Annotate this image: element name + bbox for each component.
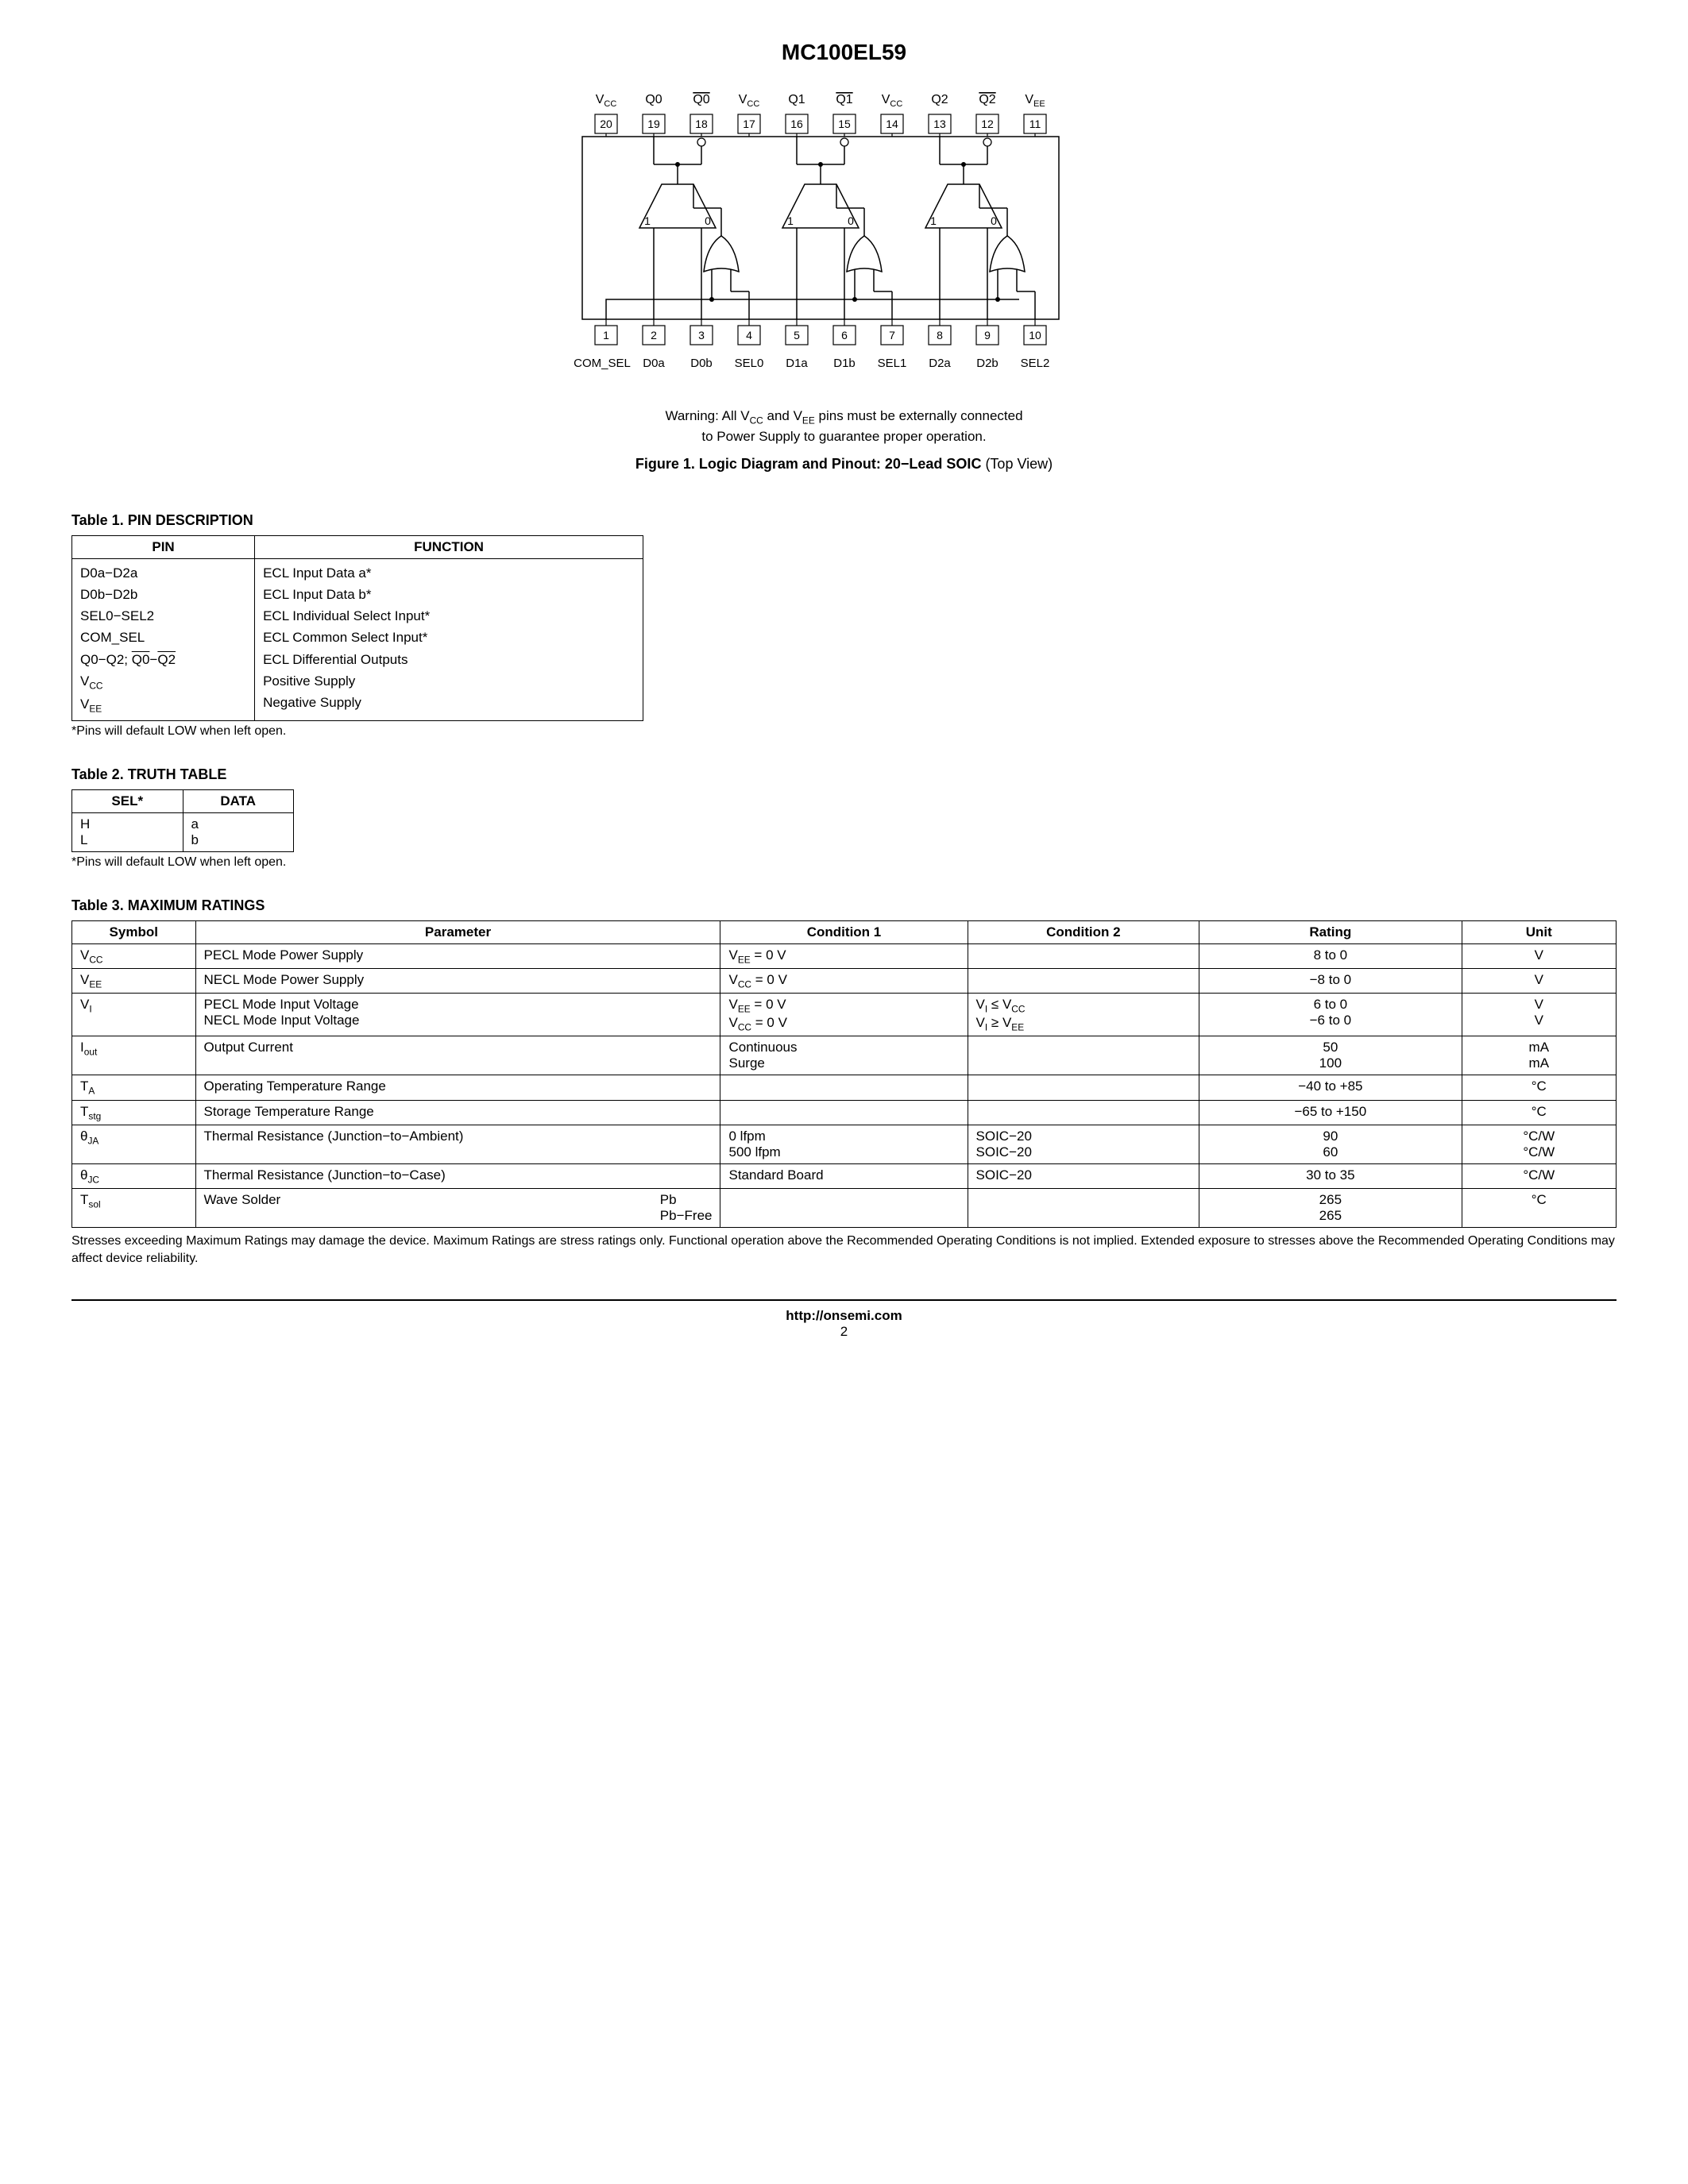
table-row: VCCPECL Mode Power SupplyVEE = 0 V8 to 0… — [72, 943, 1617, 968]
svg-text:17: 17 — [743, 118, 755, 130]
table-row: TstgStorage Temperature Range−65 to +150… — [72, 1100, 1617, 1125]
table3-footnote: Stresses exceeding Maximum Ratings may d… — [71, 1233, 1617, 1267]
svg-text:4: 4 — [746, 329, 752, 341]
table3-header: Condition 2 — [968, 920, 1199, 943]
svg-text:8: 8 — [937, 329, 943, 341]
svg-text:16: 16 — [790, 118, 803, 130]
svg-text:VCC: VCC — [595, 93, 616, 109]
svg-text:D2a: D2a — [929, 357, 951, 370]
table-row: θJAThermal Resistance (Junction−to−Ambie… — [72, 1125, 1617, 1164]
svg-text:0: 0 — [991, 214, 997, 227]
svg-text:Q2: Q2 — [931, 93, 948, 106]
table2-footnote: *Pins will default LOW when left open. — [71, 855, 1617, 870]
svg-text:14: 14 — [886, 118, 898, 130]
svg-text:VCC: VCC — [881, 93, 902, 109]
figure-caption: Figure 1. Logic Diagram and Pinout: 20−L… — [71, 456, 1617, 473]
svg-text:Q0: Q0 — [693, 93, 709, 106]
table1-footnote: *Pins will default LOW when left open. — [71, 724, 1617, 739]
table2-h0: SEL* — [72, 789, 183, 812]
table-maximum-ratings: SymbolParameterCondition 1Condition 2Rat… — [71, 920, 1617, 1229]
svg-text:Q2: Q2 — [979, 93, 995, 106]
svg-text:Q1: Q1 — [788, 93, 805, 106]
table-row: VEENECL Mode Power SupplyVCC = 0 V−8 to … — [72, 969, 1617, 994]
svg-text:SEL1: SEL1 — [877, 357, 906, 370]
table3-header: Parameter — [195, 920, 720, 943]
svg-text:12: 12 — [981, 118, 994, 130]
table-pin-description: PIN FUNCTION D0a−D2aD0b−D2bSEL0−SEL2COM_… — [71, 535, 643, 721]
table-row: VIPECL Mode Input VoltageNECL Mode Input… — [72, 994, 1617, 1036]
svg-text:1: 1 — [787, 214, 794, 227]
table3-title: Table 3. MAXIMUM RATINGS — [71, 897, 1617, 914]
svg-text:19: 19 — [647, 118, 660, 130]
svg-text:9: 9 — [984, 329, 991, 341]
table-row: IoutOutput CurrentContinuousSurge50100mA… — [72, 1036, 1617, 1075]
svg-text:VEE: VEE — [1025, 93, 1045, 109]
table2-title: Table 2. TRUTH TABLE — [71, 766, 1617, 783]
table1-title: Table 1. PIN DESCRIPTION — [71, 512, 1617, 529]
svg-text:15: 15 — [838, 118, 851, 130]
svg-text:VCC: VCC — [738, 93, 759, 109]
table-row: D0a−D2aD0b−D2bSEL0−SEL2COM_SELQ0−Q2; Q0−… — [72, 558, 643, 720]
svg-text:3: 3 — [698, 329, 705, 341]
svg-text:0: 0 — [848, 214, 854, 227]
svg-text:COM_SEL: COM_SEL — [574, 357, 631, 370]
svg-text:D0a: D0a — [643, 357, 665, 370]
table3-header: Rating — [1199, 920, 1462, 943]
logic-diagram: VCC Q0 Q0 VCC Q1 Q1 VCC Q2 Q2 VEE 201918… — [71, 89, 1617, 395]
table3-header: Unit — [1462, 920, 1616, 943]
table3-header: Condition 1 — [720, 920, 968, 943]
table-row: TsolWave SolderPbPb−Free265265°C — [72, 1189, 1617, 1228]
svg-text:D2b: D2b — [976, 357, 999, 370]
svg-text:11: 11 — [1029, 118, 1041, 130]
svg-text:13: 13 — [933, 118, 946, 130]
svg-text:5: 5 — [794, 329, 800, 341]
logic-diagram-svg: VCC Q0 Q0 VCC Q1 Q1 VCC Q2 Q2 VEE 201918… — [558, 89, 1130, 391]
svg-text:2: 2 — [651, 329, 657, 341]
svg-text:7: 7 — [889, 329, 895, 341]
warning-text: Warning: All VCC and VEE pins must be ex… — [71, 407, 1617, 446]
svg-text:SEL0: SEL0 — [734, 357, 763, 370]
svg-text:Q1: Q1 — [836, 93, 852, 106]
table3-header: Symbol — [72, 920, 196, 943]
svg-text:SEL2: SEL2 — [1020, 357, 1049, 370]
footer-url: http://onsemi.com — [71, 1308, 1617, 1324]
table-row: TAOperating Temperature Range−40 to +85°… — [72, 1075, 1617, 1100]
table-truth-table: SEL* DATA HLab — [71, 789, 294, 852]
page-footer: http://onsemi.com 2 — [71, 1308, 1617, 1340]
svg-text:6: 6 — [841, 329, 848, 341]
table1-h1: FUNCTION — [255, 535, 643, 558]
svg-text:1: 1 — [930, 214, 937, 227]
footer-page-number: 2 — [71, 1324, 1617, 1340]
svg-text:20: 20 — [600, 118, 612, 130]
svg-text:10: 10 — [1029, 329, 1041, 341]
svg-text:1: 1 — [644, 214, 651, 227]
svg-text:D1a: D1a — [786, 357, 808, 370]
svg-text:18: 18 — [695, 118, 708, 130]
page-title: MC100EL59 — [71, 40, 1617, 65]
table-row: HLab — [72, 812, 294, 851]
svg-text:Q0: Q0 — [645, 93, 662, 106]
svg-text:D1b: D1b — [833, 357, 856, 370]
svg-text:1: 1 — [603, 329, 609, 341]
table2-h1: DATA — [183, 789, 294, 812]
table-row: θJCThermal Resistance (Junction−to−Case)… — [72, 1164, 1617, 1189]
svg-text:0: 0 — [705, 214, 711, 227]
table1-h0: PIN — [72, 535, 255, 558]
svg-text:D0b: D0b — [690, 357, 713, 370]
footer-rule — [71, 1299, 1617, 1301]
